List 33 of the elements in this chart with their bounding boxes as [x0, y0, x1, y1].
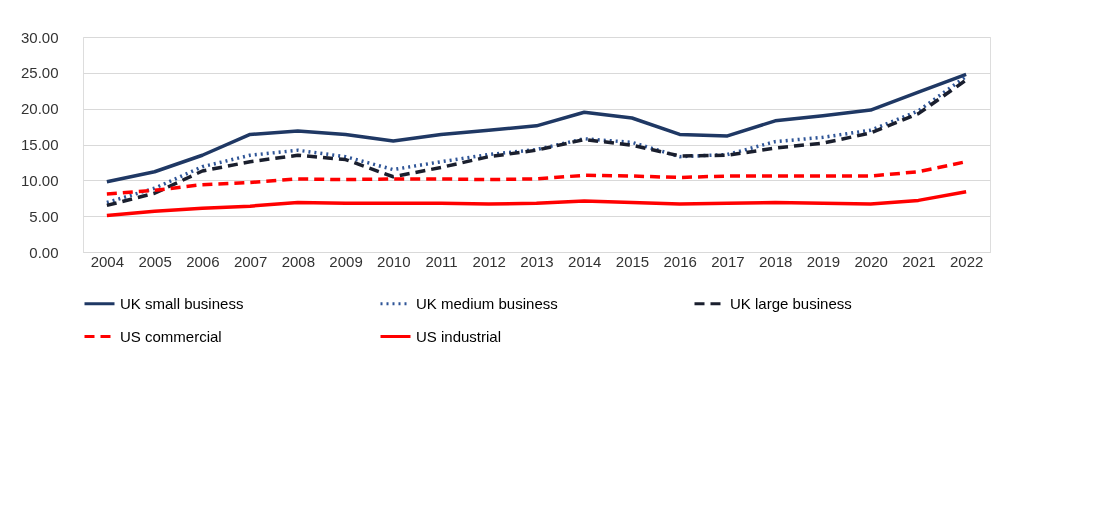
- x-tick-label: 2008: [281, 252, 315, 270]
- y-tick-label: 0.00: [29, 243, 59, 261]
- legend-label: UK large business: [730, 294, 852, 312]
- x-tick-label: 2013: [520, 252, 554, 270]
- x-tick-label: 2017: [711, 252, 745, 270]
- x-tick-label: 2021: [902, 252, 936, 270]
- line-series: [105, 190, 968, 218]
- x-tick-label: 2014: [568, 252, 602, 270]
- y-tick-label: 20.00: [20, 100, 59, 118]
- x-tick-label: 2016: [663, 252, 697, 270]
- legend-label: UK small business: [120, 294, 244, 312]
- y-tick-label: 5.00: [29, 207, 59, 225]
- y-tick-label: 15.00: [20, 136, 59, 153]
- legend-label: US industrial: [416, 327, 502, 345]
- x-tick-label: 2007: [233, 252, 268, 270]
- legend-label: US commercial: [120, 327, 222, 345]
- y-tick-label: 25.00: [20, 64, 59, 82]
- x-tick-label: 2009: [329, 252, 363, 270]
- x-tick-label: 2018: [759, 252, 793, 270]
- line-series: [105, 72, 968, 184]
- legend-label: UK medium business: [416, 294, 558, 312]
- x-tick-label: 2022: [949, 252, 984, 270]
- x-tick-label: 2006: [186, 252, 220, 270]
- x-tick-label: 2015: [615, 252, 650, 270]
- x-tick-label: 2019: [806, 252, 841, 270]
- x-tick-label: 2012: [472, 252, 506, 270]
- x-tick-label: 2005: [138, 252, 172, 270]
- x-tick-label: 2010: [377, 252, 411, 270]
- y-tick-label: 30.00: [20, 28, 59, 46]
- x-tick-label: 2011: [425, 252, 458, 270]
- x-tick-label: 2020: [854, 252, 888, 270]
- x-tick-label: 2004: [90, 252, 125, 270]
- y-tick-label: 10.00: [20, 171, 59, 189]
